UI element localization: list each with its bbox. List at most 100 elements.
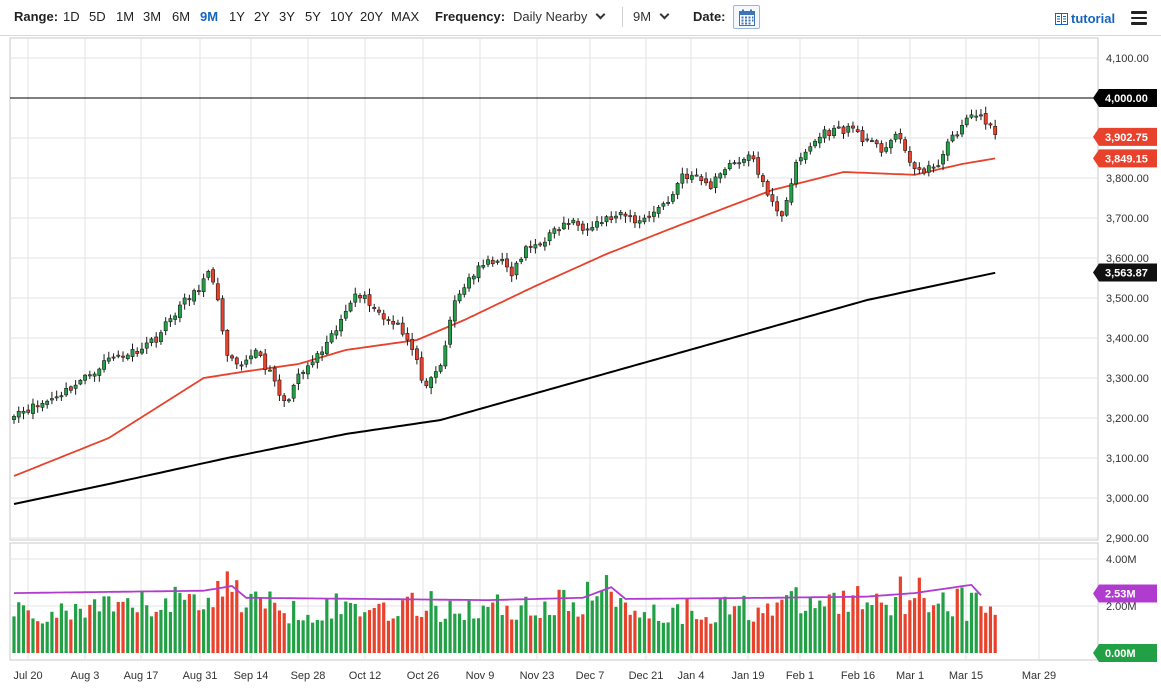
candle-body [272, 367, 277, 382]
volume-bar [590, 600, 594, 653]
candle-body [945, 141, 950, 156]
volume-bar [614, 606, 618, 653]
candle-body [59, 395, 64, 398]
x-tick-label: Sep 14 [234, 670, 269, 682]
volume-bar [36, 621, 40, 653]
x-tick-label: Aug 17 [124, 670, 159, 682]
frequency-label: Frequency: [435, 9, 506, 24]
candle-body [486, 259, 490, 265]
hamburger-menu-icon[interactable] [1131, 11, 1147, 25]
candle-body [870, 140, 874, 142]
range-20y[interactable]: 20Y [360, 9, 384, 24]
volume-bar [652, 604, 656, 653]
candle-body [234, 357, 239, 365]
volume-bar [713, 622, 718, 653]
volume-bar [486, 606, 490, 653]
volume-bar [107, 596, 111, 653]
volume-bar [363, 612, 367, 653]
candle-body [647, 215, 652, 218]
volume-bar [946, 611, 950, 653]
candle-body [495, 260, 500, 263]
volume-bar [581, 614, 585, 653]
candle-body [358, 295, 362, 299]
price-tag: 0.00M [1093, 644, 1157, 662]
calendar-button[interactable] [733, 5, 760, 29]
volume-bar [164, 598, 168, 653]
range-max[interactable]: MAX [391, 9, 420, 24]
volume-bar [913, 598, 917, 653]
candle-body [661, 203, 666, 207]
range-10y[interactable]: 10Y [330, 9, 354, 24]
candle-body [689, 175, 694, 180]
tutorial-icon [1055, 12, 1068, 25]
candle-body [87, 374, 92, 377]
candle-body [917, 167, 922, 170]
candle-body [377, 309, 381, 313]
x-tick-label: Mar 15 [949, 670, 983, 682]
volume-bar [780, 599, 784, 653]
range-1m[interactable]: 1M [116, 9, 135, 24]
range-1y[interactable]: 1Y [229, 9, 245, 24]
candle-body [159, 332, 163, 342]
volume-bar [45, 621, 49, 653]
candle-body [64, 387, 69, 396]
volume-bar [538, 617, 542, 653]
range-2y[interactable]: 2Y [254, 9, 270, 24]
sma-200-line [13, 271, 996, 505]
range-5y[interactable]: 5Y [305, 9, 321, 24]
candle-body [713, 176, 718, 188]
volume-bar [424, 610, 428, 653]
volume-bar [505, 605, 509, 653]
range-5d[interactable]: 5D [89, 9, 106, 24]
candle-body [40, 402, 45, 408]
candle-body [121, 355, 125, 358]
range-3m[interactable]: 3M [143, 9, 162, 24]
x-tick-label: Mar 29 [1022, 670, 1056, 682]
candle-body [552, 228, 557, 234]
frequency-dropdown[interactable]: Daily Nearby [513, 0, 606, 34]
volume-bar [931, 605, 936, 653]
candle-body [599, 222, 604, 224]
volume-bar [462, 620, 466, 653]
candle-body [471, 275, 476, 280]
candle-body [443, 345, 448, 367]
volume-bar [443, 618, 447, 653]
volume-bar [813, 608, 817, 653]
candle-body [329, 333, 334, 343]
toolbar-divider [622, 7, 623, 27]
volume-bar [292, 600, 296, 653]
volume-bar [126, 598, 130, 653]
volume-bar [979, 606, 983, 653]
volume-bar [666, 622, 670, 653]
range-9m[interactable]: 9M [200, 9, 219, 24]
candle-body [92, 373, 97, 377]
candle-body [116, 354, 121, 357]
candle-body [263, 353, 268, 370]
candle-body [225, 330, 230, 356]
candle-body [775, 201, 780, 212]
range-3y[interactable]: 3Y [279, 9, 295, 24]
period-dropdown[interactable]: 9M [633, 0, 670, 34]
volume-bar [879, 602, 884, 653]
candle-body [751, 155, 756, 160]
volume-bar [519, 605, 523, 653]
volume-bar [410, 592, 414, 653]
volume-bar [31, 618, 35, 653]
volume-bar [751, 621, 756, 653]
candle-body [651, 211, 656, 217]
date-label: Date: [693, 9, 726, 24]
price-tag-label: 0.00M [1105, 648, 1136, 660]
candle-body [135, 351, 140, 354]
volume-bar [282, 613, 286, 653]
volume-bar [766, 603, 770, 653]
volume-bar [822, 606, 827, 653]
range-6m[interactable]: 6M [172, 9, 191, 24]
candlestick-series [12, 106, 998, 424]
range-1d[interactable]: 1D [63, 9, 80, 24]
candle-body [467, 277, 471, 289]
candle-body [912, 162, 917, 170]
candle-body [296, 373, 301, 384]
tutorial-link[interactable]: tutorial [1055, 0, 1115, 38]
volume-bar [676, 604, 680, 653]
volume-bar [875, 593, 879, 653]
